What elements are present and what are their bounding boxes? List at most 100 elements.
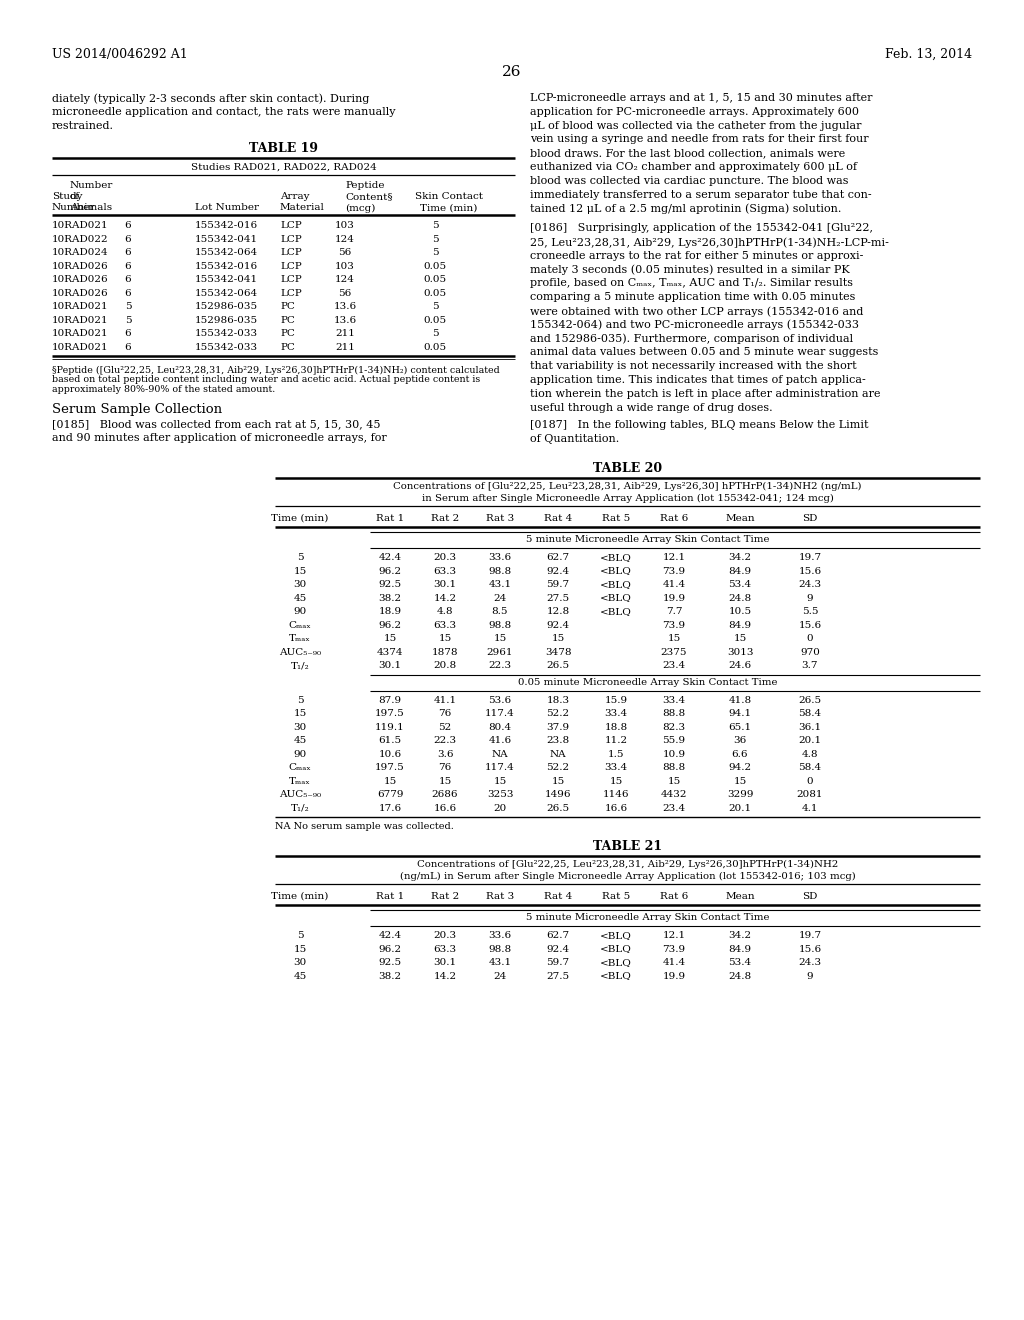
Text: NA No serum sample was collected.: NA No serum sample was collected. [275, 822, 454, 832]
Text: 15.6: 15.6 [799, 620, 821, 630]
Text: 3299: 3299 [727, 789, 754, 799]
Text: 52.2: 52.2 [547, 709, 569, 718]
Text: 6: 6 [125, 235, 131, 244]
Text: 12.1: 12.1 [663, 931, 685, 940]
Text: 45: 45 [293, 972, 306, 981]
Text: Concentrations of [Glu²22,25, Leu²23,28,31, Aib²29, Lys²26,30] hPTHrP(1-34)NH2 (: Concentrations of [Glu²22,25, Leu²23,28,… [393, 482, 862, 491]
Text: 5: 5 [297, 696, 303, 705]
Text: 6: 6 [125, 222, 131, 231]
Text: 65.1: 65.1 [728, 722, 752, 731]
Text: Rat 3: Rat 3 [485, 892, 514, 902]
Text: 15: 15 [668, 634, 681, 643]
Text: 13.6: 13.6 [334, 302, 356, 312]
Text: 63.3: 63.3 [433, 620, 457, 630]
Text: euthanized via CO₂ chamber and approximately 600 μL of: euthanized via CO₂ chamber and approxima… [530, 162, 857, 172]
Text: 25, Leu²23,28,31, Aib²29, Lys²26,30]hPTHrP(1-34)NH₂-LCP-mi-: 25, Leu²23,28,31, Aib²29, Lys²26,30]hPTH… [530, 238, 889, 248]
Text: 30: 30 [293, 579, 306, 589]
Text: Rat 2: Rat 2 [431, 513, 459, 523]
Text: SD: SD [803, 513, 818, 523]
Text: were obtained with two other LCP arrays (155342-016 and: were obtained with two other LCP arrays … [530, 306, 863, 317]
Text: μL of blood was collected via the catheter from the jugular: μL of blood was collected via the cathet… [530, 120, 861, 131]
Text: 56: 56 [338, 248, 351, 257]
Text: 119.1: 119.1 [375, 722, 404, 731]
Text: 58.4: 58.4 [799, 709, 821, 718]
Text: 155342-016: 155342-016 [195, 261, 258, 271]
Text: 92.5: 92.5 [379, 958, 401, 968]
Text: of: of [70, 193, 80, 202]
Text: application time. This indicates that times of patch applica-: application time. This indicates that ti… [530, 375, 865, 385]
Text: 92.5: 92.5 [379, 579, 401, 589]
Text: 24.3: 24.3 [799, 958, 821, 968]
Text: 42.4: 42.4 [379, 553, 401, 562]
Text: 155342-064: 155342-064 [195, 248, 258, 257]
Text: 20.1: 20.1 [728, 804, 752, 813]
Text: 30.1: 30.1 [433, 958, 457, 968]
Text: 5: 5 [432, 248, 438, 257]
Text: approximately 80%-90% of the stated amount.: approximately 80%-90% of the stated amou… [52, 385, 275, 395]
Text: 5: 5 [432, 302, 438, 312]
Text: 152986-035: 152986-035 [195, 302, 258, 312]
Text: 970: 970 [800, 648, 820, 656]
Text: LCP: LCP [280, 289, 302, 298]
Text: 155342-016: 155342-016 [195, 222, 258, 231]
Text: 92.4: 92.4 [547, 566, 569, 576]
Text: PC: PC [280, 315, 295, 325]
Text: Cₘₐₓ: Cₘₐₓ [289, 763, 311, 772]
Text: 117.4: 117.4 [485, 763, 515, 772]
Text: 59.7: 59.7 [547, 958, 569, 968]
Text: 53.4: 53.4 [728, 958, 752, 968]
Text: 52.2: 52.2 [547, 763, 569, 772]
Text: Studies RAD021, RAD022, RAD024: Studies RAD021, RAD022, RAD024 [190, 162, 377, 172]
Text: 0: 0 [807, 776, 813, 785]
Text: LCP-microneedle arrays and at 1, 5, 15 and 30 minutes after: LCP-microneedle arrays and at 1, 5, 15 a… [530, 92, 872, 103]
Text: 15: 15 [551, 776, 564, 785]
Text: Animals: Animals [70, 203, 112, 213]
Text: 33.4: 33.4 [663, 696, 685, 705]
Text: 42.4: 42.4 [379, 931, 401, 940]
Text: 23.4: 23.4 [663, 661, 685, 671]
Text: US 2014/0046292 A1: US 2014/0046292 A1 [52, 48, 187, 61]
Text: 96.2: 96.2 [379, 945, 401, 953]
Text: 98.8: 98.8 [488, 945, 512, 953]
Text: that variability is not necessarily increased with the short: that variability is not necessarily incr… [530, 362, 857, 371]
Text: 10.9: 10.9 [663, 750, 685, 759]
Text: §Peptide ([Glu²22,25, Leu²23,28,31, Aib²29, Lys²26,30]hPTHrP(1-34)NH₂) content c: §Peptide ([Glu²22,25, Leu²23,28,31, Aib²… [52, 366, 500, 375]
Text: 73.9: 73.9 [663, 566, 685, 576]
Text: application for PC-microneedle arrays. Approximately 600: application for PC-microneedle arrays. A… [530, 107, 859, 116]
Text: Lot Number: Lot Number [195, 203, 259, 213]
Text: 15.9: 15.9 [604, 696, 628, 705]
Text: 61.5: 61.5 [379, 737, 401, 744]
Text: 94.2: 94.2 [728, 763, 752, 772]
Text: Rat 4: Rat 4 [544, 513, 572, 523]
Text: and 152986-035). Furthermore, comparison of individual: and 152986-035). Furthermore, comparison… [530, 334, 853, 345]
Text: 16.6: 16.6 [433, 804, 457, 813]
Text: 155342-064: 155342-064 [195, 289, 258, 298]
Text: 14.2: 14.2 [433, 972, 457, 981]
Text: 15: 15 [609, 776, 623, 785]
Text: Tₘₐₓ: Tₘₐₓ [289, 776, 311, 785]
Text: Tₘₐₓ: Tₘₐₓ [289, 634, 311, 643]
Text: 18.8: 18.8 [604, 722, 628, 731]
Text: blood was collected via cardiac puncture. The blood was: blood was collected via cardiac puncture… [530, 176, 849, 186]
Text: Rat 5: Rat 5 [602, 892, 630, 902]
Text: 9: 9 [807, 972, 813, 981]
Text: 155342-041: 155342-041 [195, 235, 258, 244]
Text: 5 minute Microneedle Array Skin Contact Time: 5 minute Microneedle Array Skin Contact … [525, 535, 769, 544]
Text: 0.05 minute Microneedle Array Skin Contact Time: 0.05 minute Microneedle Array Skin Conta… [518, 677, 777, 686]
Text: 3.7: 3.7 [802, 661, 818, 671]
Text: 0: 0 [807, 634, 813, 643]
Text: Rat 4: Rat 4 [544, 892, 572, 902]
Text: 53.4: 53.4 [728, 579, 752, 589]
Text: 23.4: 23.4 [663, 804, 685, 813]
Text: 4432: 4432 [660, 789, 687, 799]
Text: based on total peptide content including water and acetic acid. Actual peptide c: based on total peptide content including… [52, 375, 480, 384]
Text: useful through a wide range of drug doses.: useful through a wide range of drug dose… [530, 403, 773, 413]
Text: and 90 minutes after application of microneedle arrays, for: and 90 minutes after application of micr… [52, 433, 387, 444]
Text: 6: 6 [125, 248, 131, 257]
Text: 53.6: 53.6 [488, 696, 512, 705]
Text: 92.4: 92.4 [547, 945, 569, 953]
Text: 155342-033: 155342-033 [195, 330, 258, 338]
Text: [0187]   In the following tables, BLQ means Below the Limit: [0187] In the following tables, BLQ mean… [530, 420, 868, 430]
Text: 63.3: 63.3 [433, 945, 457, 953]
Text: LCP: LCP [280, 222, 302, 231]
